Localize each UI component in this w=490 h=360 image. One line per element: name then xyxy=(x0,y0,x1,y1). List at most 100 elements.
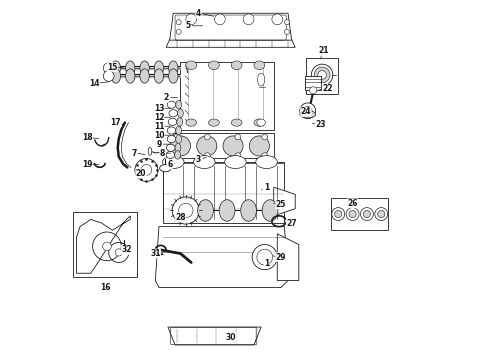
Ellipse shape xyxy=(154,61,164,75)
Text: 23: 23 xyxy=(315,120,325,129)
Ellipse shape xyxy=(258,73,265,86)
Ellipse shape xyxy=(166,151,175,158)
Ellipse shape xyxy=(148,147,152,155)
Ellipse shape xyxy=(335,211,342,218)
Text: 22: 22 xyxy=(322,84,333,93)
Ellipse shape xyxy=(257,119,266,126)
Ellipse shape xyxy=(223,136,243,156)
Ellipse shape xyxy=(241,200,256,221)
Text: 16: 16 xyxy=(100,283,110,292)
Ellipse shape xyxy=(231,61,242,69)
Ellipse shape xyxy=(285,30,290,35)
Text: 6: 6 xyxy=(167,160,172,169)
Text: 10: 10 xyxy=(154,131,164,140)
Ellipse shape xyxy=(163,156,184,168)
Ellipse shape xyxy=(135,158,158,181)
Ellipse shape xyxy=(102,242,111,251)
Ellipse shape xyxy=(125,69,135,83)
Text: 9: 9 xyxy=(156,140,162,149)
Ellipse shape xyxy=(174,153,180,158)
Polygon shape xyxy=(277,234,299,280)
Ellipse shape xyxy=(346,208,359,221)
Ellipse shape xyxy=(169,61,178,75)
Ellipse shape xyxy=(310,87,317,94)
Ellipse shape xyxy=(235,134,241,140)
Ellipse shape xyxy=(160,165,171,172)
Ellipse shape xyxy=(169,110,177,117)
Ellipse shape xyxy=(300,111,316,118)
Ellipse shape xyxy=(285,20,290,25)
Ellipse shape xyxy=(311,64,333,86)
Text: 14: 14 xyxy=(89,79,99,88)
Ellipse shape xyxy=(235,153,241,158)
Text: 21: 21 xyxy=(318,46,329,55)
Ellipse shape xyxy=(111,69,121,83)
Ellipse shape xyxy=(167,135,176,143)
Ellipse shape xyxy=(168,118,177,126)
Ellipse shape xyxy=(186,119,196,126)
Text: 1: 1 xyxy=(264,259,269,268)
Ellipse shape xyxy=(179,203,193,218)
Text: 19: 19 xyxy=(82,160,93,169)
Ellipse shape xyxy=(375,208,388,221)
Text: 5: 5 xyxy=(185,21,190,30)
Ellipse shape xyxy=(197,200,214,221)
Text: 12: 12 xyxy=(154,113,164,122)
Text: 24: 24 xyxy=(301,107,311,116)
Ellipse shape xyxy=(177,109,183,118)
Polygon shape xyxy=(155,226,288,288)
Ellipse shape xyxy=(176,20,181,25)
Text: 3: 3 xyxy=(196,155,201,164)
Ellipse shape xyxy=(257,249,272,265)
Text: 29: 29 xyxy=(275,253,286,262)
Ellipse shape xyxy=(140,69,149,83)
Ellipse shape xyxy=(243,14,254,25)
Ellipse shape xyxy=(169,69,178,83)
Ellipse shape xyxy=(167,127,176,134)
Ellipse shape xyxy=(378,211,385,218)
Bar xyxy=(331,198,389,230)
Ellipse shape xyxy=(174,134,180,140)
Text: 17: 17 xyxy=(111,118,121,127)
Ellipse shape xyxy=(177,118,183,126)
Ellipse shape xyxy=(361,208,373,221)
Bar xyxy=(73,212,137,277)
Text: 1: 1 xyxy=(264,183,269,192)
Bar xyxy=(180,62,274,130)
Ellipse shape xyxy=(141,165,152,175)
Ellipse shape xyxy=(194,156,215,168)
Polygon shape xyxy=(76,216,130,273)
Ellipse shape xyxy=(196,136,217,156)
Text: 11: 11 xyxy=(154,122,164,131)
Ellipse shape xyxy=(262,153,268,158)
Ellipse shape xyxy=(172,197,199,224)
Polygon shape xyxy=(274,187,295,216)
Ellipse shape xyxy=(262,134,268,140)
Ellipse shape xyxy=(115,249,122,256)
Text: 31: 31 xyxy=(150,249,161,258)
Text: 4: 4 xyxy=(196,9,201,18)
Text: 28: 28 xyxy=(175,213,186,222)
Ellipse shape xyxy=(300,103,316,119)
Ellipse shape xyxy=(204,134,210,140)
Ellipse shape xyxy=(176,135,181,143)
Ellipse shape xyxy=(262,200,278,221)
Ellipse shape xyxy=(176,126,181,135)
Ellipse shape xyxy=(349,211,356,218)
Polygon shape xyxy=(166,40,295,47)
Text: 7: 7 xyxy=(131,149,137,158)
Bar xyxy=(305,76,321,90)
Ellipse shape xyxy=(167,144,175,151)
Ellipse shape xyxy=(103,63,114,73)
Ellipse shape xyxy=(186,61,196,69)
Ellipse shape xyxy=(332,208,344,221)
Text: 8: 8 xyxy=(160,149,165,158)
Ellipse shape xyxy=(303,107,312,115)
Ellipse shape xyxy=(204,153,210,158)
Bar xyxy=(306,58,338,94)
Ellipse shape xyxy=(125,61,135,75)
Text: 32: 32 xyxy=(122,246,132,255)
Ellipse shape xyxy=(103,71,114,81)
Text: 13: 13 xyxy=(154,104,164,113)
Ellipse shape xyxy=(167,101,176,108)
